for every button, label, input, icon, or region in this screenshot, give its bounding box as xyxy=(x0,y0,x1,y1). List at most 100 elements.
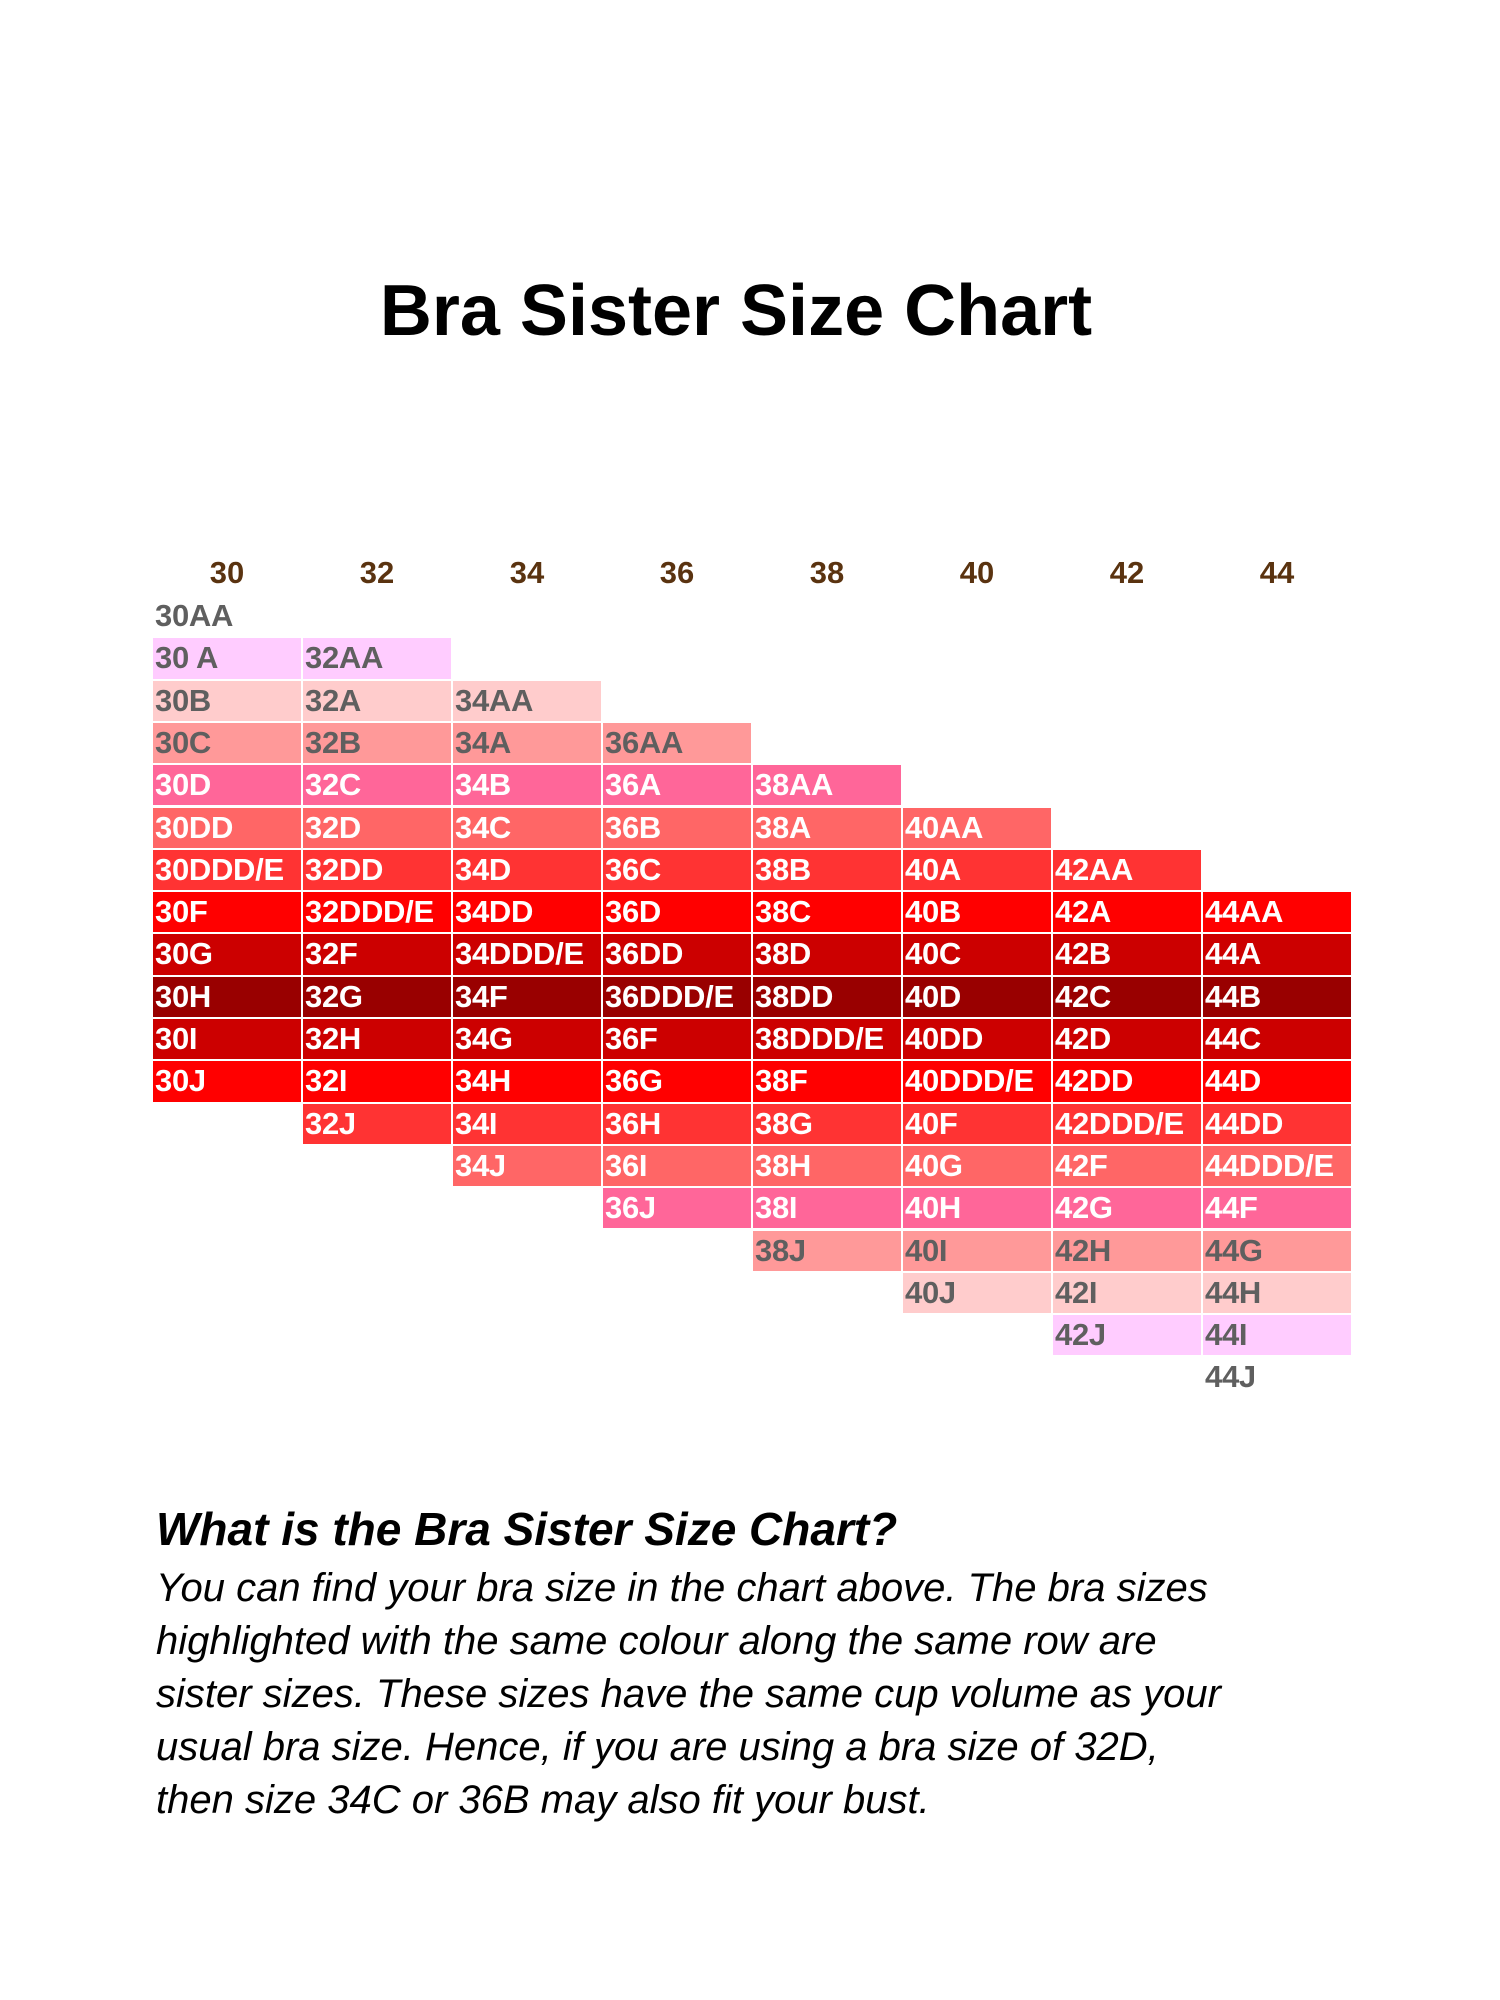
size-cell: 42DDD/E xyxy=(1052,1102,1202,1145)
size-cell: 40DD xyxy=(902,1018,1052,1061)
size-cell: 30B xyxy=(152,679,302,722)
band-header-40: 40 xyxy=(959,555,995,590)
info-paragraph: You can find your bra size in the chart … xyxy=(156,1562,1221,1827)
size-cell: 30I xyxy=(152,1018,302,1061)
size-cell: 30F xyxy=(152,891,302,934)
size-cell: 30DD xyxy=(152,806,302,849)
size-cell: 38C xyxy=(752,891,902,934)
size-cell: 36J xyxy=(602,1187,752,1230)
size-cell: 38DDD/E xyxy=(752,1018,902,1061)
size-cell: 40H xyxy=(902,1187,1052,1230)
band-header-44: 44 xyxy=(1259,555,1295,590)
size-cell: 42J xyxy=(1052,1314,1202,1357)
size-cell: 40AA xyxy=(902,806,1052,849)
size-cell: 34F xyxy=(452,975,602,1018)
size-cell: 40F xyxy=(902,1102,1052,1145)
size-cell: 30J xyxy=(152,1060,302,1103)
size-cell: 34G xyxy=(452,1018,602,1061)
size-cell: 30H xyxy=(152,975,302,1018)
size-cell: 44G xyxy=(1202,1229,1352,1272)
size-cell: 38AA xyxy=(752,764,902,807)
size-cell: 34C xyxy=(452,806,602,849)
size-cell: 32A xyxy=(302,679,452,722)
size-cell: 36DD xyxy=(602,933,752,976)
size-cell: 32DDD/E xyxy=(302,891,452,934)
size-cell: 32C xyxy=(302,764,452,807)
size-cell: 38DD xyxy=(752,975,902,1018)
size-cell: 42F xyxy=(1052,1144,1202,1188)
size-cell: 34DDD/E xyxy=(452,933,602,976)
size-cell: 34H xyxy=(452,1060,602,1103)
size-cell: 42AA xyxy=(1052,848,1202,892)
size-cell: 32I xyxy=(302,1060,452,1103)
size-cell: 38A xyxy=(752,806,902,849)
size-cell: 44AA xyxy=(1202,891,1352,934)
paragraph-line: You can find your bra size in the chart … xyxy=(156,1566,1208,1610)
size-cell: 44B xyxy=(1202,975,1352,1018)
size-cell: 36C xyxy=(602,848,752,892)
band-header-32: 32 xyxy=(359,555,395,590)
size-cell: 42G xyxy=(1052,1187,1202,1230)
size-cell: 32B xyxy=(302,721,452,765)
size-cell: 40DDD/E xyxy=(902,1060,1052,1103)
size-cell: 32AA xyxy=(302,637,452,680)
size-cell: 32G xyxy=(302,975,452,1018)
size-cell: 44I xyxy=(1202,1314,1352,1357)
paragraph-line: then size 34C or 36B may also fit your b… xyxy=(156,1778,930,1822)
size-cell: 44A xyxy=(1202,933,1352,976)
band-header-30: 30 xyxy=(209,555,245,590)
size-cell: 30AA xyxy=(152,595,302,638)
size-cell: 36DDD/E xyxy=(602,975,752,1018)
size-cell: 42B xyxy=(1052,933,1202,976)
size-cell: 42H xyxy=(1052,1229,1202,1272)
size-cell: 36F xyxy=(602,1018,752,1061)
size-cell: 34I xyxy=(452,1102,602,1145)
size-cell: 42A xyxy=(1052,891,1202,934)
size-cell: 36I xyxy=(602,1144,752,1188)
size-cell: 32F xyxy=(302,933,452,976)
size-cell: 44J xyxy=(1202,1356,1352,1399)
size-cell: 42DD xyxy=(1052,1060,1202,1103)
size-cell: 32D xyxy=(302,806,452,849)
size-cell: 42D xyxy=(1052,1018,1202,1061)
size-cell: 34AA xyxy=(452,679,602,722)
paragraph-line: sister sizes. These sizes have the same … xyxy=(156,1672,1221,1716)
band-header-34: 34 xyxy=(509,555,545,590)
size-cell: 40G xyxy=(902,1144,1052,1188)
size-cell: 36D xyxy=(602,891,752,934)
size-cell: 38F xyxy=(752,1060,902,1103)
paragraph-line: usual bra size. Hence, if you are using … xyxy=(156,1725,1159,1769)
size-cell: 30DDD/E xyxy=(152,848,302,892)
size-cell: 44DDD/E xyxy=(1202,1144,1352,1188)
size-cell: 30D xyxy=(152,764,302,807)
size-cell: 30 A xyxy=(152,637,302,680)
size-cell: 38D xyxy=(752,933,902,976)
size-cell: 32J xyxy=(302,1102,452,1145)
paragraph-line: highlighted with the same colour along t… xyxy=(156,1619,1157,1663)
size-cell: 36AA xyxy=(602,721,752,765)
info-heading: What is the Bra Sister Size Chart? xyxy=(156,1503,898,1555)
size-cell: 44H xyxy=(1202,1271,1352,1315)
size-cell: 44D xyxy=(1202,1060,1352,1103)
size-cell: 40I xyxy=(902,1229,1052,1272)
band-header-42: 42 xyxy=(1109,555,1145,590)
size-cell: 36A xyxy=(602,764,752,807)
band-header-38: 38 xyxy=(809,555,845,590)
size-cell: 32H xyxy=(302,1018,452,1061)
size-cell: 40D xyxy=(902,975,1052,1018)
size-cell: 34B xyxy=(452,764,602,807)
size-cell: 40J xyxy=(902,1271,1052,1315)
size-cell: 32DD xyxy=(302,848,452,892)
size-cell: 34D xyxy=(452,848,602,892)
band-header-36: 36 xyxy=(659,555,695,590)
size-cell: 34J xyxy=(452,1144,602,1188)
size-cell: 38H xyxy=(752,1144,902,1188)
sister-size-table: 30 30AA 30 A 30B 30C 30D 30DD 30DDD/E 30F 30G 30H 3… xyxy=(152,552,1352,1412)
size-cell: 38B xyxy=(752,848,902,892)
size-cell: 40C xyxy=(902,933,1052,976)
size-cell: 42I xyxy=(1052,1271,1202,1315)
size-cell: 34DD xyxy=(452,891,602,934)
size-cell: 40A xyxy=(902,848,1052,892)
chart-title: Bra Sister Size Chart xyxy=(379,271,1093,351)
size-cell: 36H xyxy=(602,1102,752,1145)
